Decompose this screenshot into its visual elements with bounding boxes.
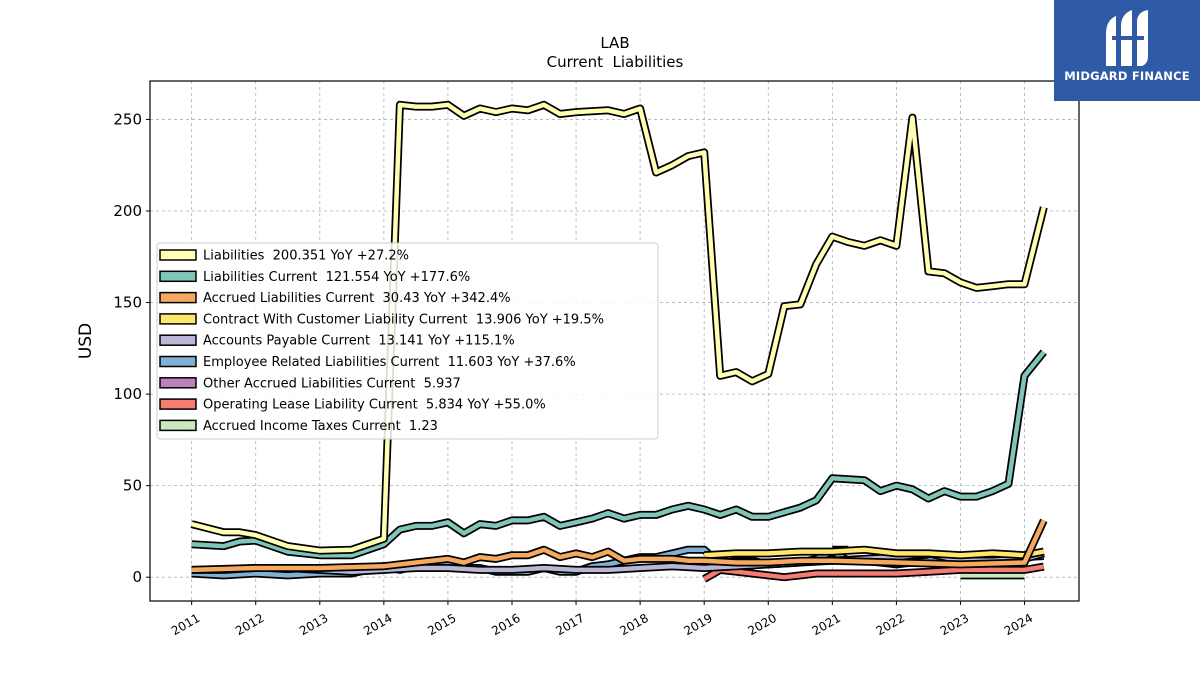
legend-label: Liabilities 200.351 YoY +27.2%	[203, 249, 409, 264]
legend-swatch	[159, 313, 197, 325]
series-line	[704, 547, 1045, 558]
legend-label: Accrued Liabilities Current 30.43 YoY +3…	[203, 291, 511, 306]
legend-label: Contract With Customer Liability Current…	[203, 312, 604, 327]
series-lines	[190, 100, 1048, 583]
y-axis-label: USD	[76, 323, 96, 359]
x-tick-label: 2019	[681, 611, 714, 638]
legend-label: Liabilities Current 121.554 YoY +177.6%	[203, 270, 470, 285]
x-tick-label: 2017	[553, 611, 586, 638]
x-tick-label: 2013	[297, 611, 330, 638]
x-tick-label: 2014	[361, 611, 394, 638]
series-liabilities-current	[191, 349, 1047, 560]
y-tick-label: 100	[113, 385, 142, 403]
series-accrued-liabilities-current	[191, 518, 1048, 574]
brand-logo: MIDGARD FINANCE	[1054, 0, 1200, 101]
y-tick-label: 0	[132, 568, 142, 586]
brand-mark-icon	[1106, 10, 1148, 66]
legend: Liabilities 200.351 YoY +27.2% Liabilitie…	[156, 242, 659, 440]
series-liabilities	[190, 100, 1048, 555]
legend-swatch	[159, 291, 197, 304]
x-tick-label: 2022	[874, 611, 907, 638]
series-operating-lease-liability-current	[702, 562, 1045, 583]
legend-label: Employee Related Liabilities Current 11.…	[203, 355, 576, 370]
legend-swatch	[159, 334, 197, 346]
legend-box	[156, 242, 659, 440]
x-tick-label: 2023	[938, 611, 971, 638]
x-tick-label: 2018	[617, 611, 650, 638]
legend-swatch	[159, 398, 197, 410]
x-tick-label: 2024	[1002, 611, 1035, 638]
x-tick-label: 2016	[489, 611, 522, 638]
y-tick-label: 200	[113, 202, 142, 220]
x-tick-label: 2011	[169, 611, 202, 638]
legend-swatch	[159, 249, 197, 261]
series-line	[191, 350, 1046, 558]
legend-label: Other Accrued Liabilities Current 5.937	[203, 376, 461, 391]
x-tick-label: 2021	[810, 611, 843, 638]
series-line	[191, 519, 1046, 573]
legend-swatch	[159, 419, 197, 432]
y-tick-label: 50	[123, 477, 142, 495]
series-line	[191, 102, 1046, 553]
series-line	[703, 564, 1045, 581]
legend-label: Operating Lease Liability Current 5.834 …	[203, 398, 546, 413]
x-tick-label: 2020	[746, 611, 779, 638]
plot-frame	[149, 80, 1080, 602]
x-tick-label: 2015	[425, 611, 458, 638]
legend-swatch	[159, 377, 197, 389]
legend-swatch	[159, 355, 197, 368]
y-tick-label: 150	[113, 294, 142, 312]
series-contract-with-customer-liability-current	[703, 545, 1045, 560]
legend-label: Accounts Payable Current 13.141 YoY +115…	[203, 334, 515, 349]
x-tick-label: 2012	[233, 611, 266, 638]
chart-title: LAB	[600, 34, 629, 52]
chart-subtitle: Current Liabilities	[547, 53, 684, 71]
legend-label: Accrued Income Taxes Current 1.23	[203, 419, 438, 434]
y-tick-label: 250	[113, 110, 142, 128]
legend-swatch	[159, 270, 197, 283]
brand-name: MIDGARD FINANCE	[1064, 69, 1190, 83]
